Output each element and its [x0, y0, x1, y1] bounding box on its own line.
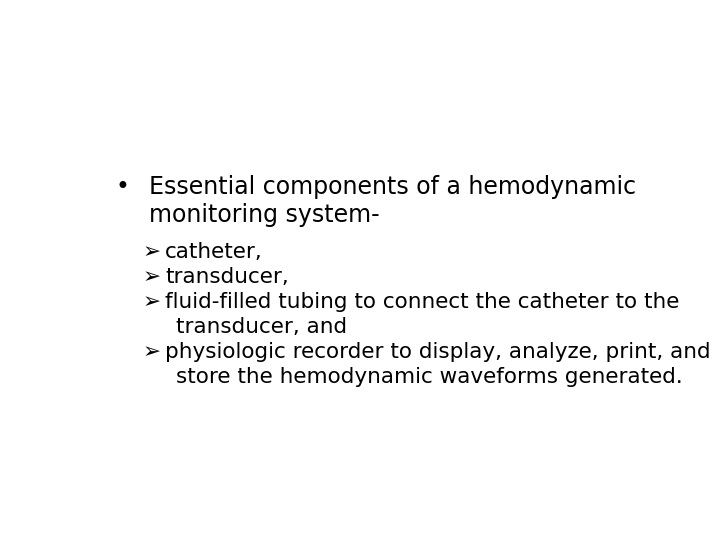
Text: physiologic recorder to display, analyze, print, and: physiologic recorder to display, analyze…	[166, 342, 711, 362]
Text: monitoring system-: monitoring system-	[148, 203, 379, 227]
Text: transducer, and: transducer, and	[176, 317, 348, 337]
Text: •: •	[115, 175, 129, 199]
Text: Essential components of a hemodynamic: Essential components of a hemodynamic	[148, 175, 636, 199]
Text: ➢: ➢	[143, 342, 161, 362]
Text: ➢: ➢	[143, 292, 161, 312]
Text: ➢: ➢	[143, 242, 161, 262]
Text: ➢: ➢	[143, 267, 161, 287]
Text: store the hemodynamic waveforms generated.: store the hemodynamic waveforms generate…	[176, 367, 683, 387]
Text: catheter,: catheter,	[166, 242, 263, 262]
Text: fluid-filled tubing to connect the catheter to the: fluid-filled tubing to connect the cathe…	[166, 292, 680, 312]
Text: transducer,: transducer,	[166, 267, 289, 287]
